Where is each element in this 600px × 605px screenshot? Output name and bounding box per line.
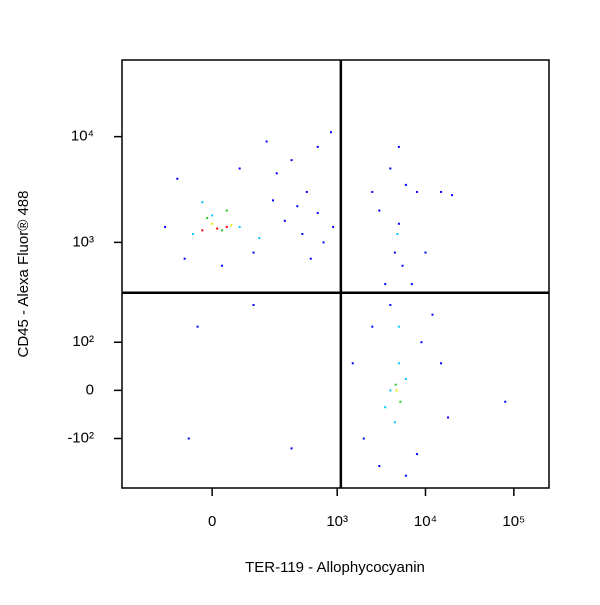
point <box>415 190 418 193</box>
point <box>504 400 507 403</box>
point <box>371 325 374 328</box>
point <box>216 227 219 230</box>
point <box>309 257 312 260</box>
point <box>316 145 319 148</box>
y-tick-label: 10² <box>72 333 94 350</box>
point <box>384 406 387 409</box>
point <box>397 145 400 148</box>
point <box>431 313 434 316</box>
point <box>238 167 241 170</box>
point <box>252 251 255 254</box>
point <box>258 237 261 240</box>
point <box>225 209 228 212</box>
point <box>415 453 418 456</box>
y-tick-label: -10² <box>67 429 94 446</box>
point <box>316 211 319 214</box>
point <box>410 283 413 286</box>
point <box>290 447 293 450</box>
point <box>362 437 365 440</box>
point <box>424 251 427 254</box>
x-tick-label: 10⁵ <box>502 513 525 530</box>
point <box>164 225 167 228</box>
point <box>371 190 374 193</box>
point <box>378 465 381 468</box>
point <box>211 222 214 225</box>
point <box>399 400 402 403</box>
point <box>404 183 407 186</box>
point <box>283 219 286 222</box>
point <box>394 383 397 386</box>
point <box>275 172 278 175</box>
point <box>384 283 387 286</box>
point <box>271 199 274 202</box>
x-tick-label: 10⁴ <box>414 513 437 530</box>
point <box>301 233 304 236</box>
point <box>329 131 332 134</box>
point <box>230 224 233 227</box>
y-axis-label: CD45 - Alexa Fluor® 488 <box>15 191 32 358</box>
point <box>389 389 392 392</box>
point <box>221 264 224 267</box>
point <box>296 205 299 208</box>
point <box>404 474 407 477</box>
point <box>447 416 450 419</box>
point <box>389 167 392 170</box>
point <box>420 341 423 344</box>
point <box>201 229 204 232</box>
point <box>332 225 335 228</box>
point <box>351 362 354 365</box>
point <box>252 304 255 307</box>
point <box>238 225 241 228</box>
point <box>397 325 400 328</box>
point <box>322 241 325 244</box>
point <box>451 194 454 197</box>
point <box>176 177 179 180</box>
y-tick-label: 10⁴ <box>71 128 94 145</box>
x-tick-label: 10³ <box>326 513 348 530</box>
point <box>290 159 293 162</box>
point <box>440 362 443 365</box>
point <box>378 209 381 212</box>
y-tick-label: 0 <box>86 381 94 398</box>
point <box>404 377 407 380</box>
point <box>196 325 199 328</box>
point <box>393 251 396 254</box>
point <box>192 233 195 236</box>
point <box>440 190 443 193</box>
point <box>396 233 399 236</box>
point <box>211 214 214 217</box>
point <box>397 362 400 365</box>
plot-frame <box>121 59 550 489</box>
point <box>401 264 404 267</box>
x-axis-label: TER-119 - Allophycocyanin <box>245 559 425 576</box>
point <box>397 222 400 225</box>
point <box>201 201 204 204</box>
point <box>389 304 392 307</box>
point <box>221 229 224 232</box>
point <box>393 421 396 424</box>
point <box>265 140 268 143</box>
point <box>395 389 398 392</box>
point <box>305 190 308 193</box>
point <box>225 225 228 228</box>
x-tick-label: 0 <box>208 513 216 530</box>
point <box>183 257 186 260</box>
point <box>187 437 190 440</box>
y-tick-label: 10³ <box>72 233 94 250</box>
point <box>206 217 209 220</box>
